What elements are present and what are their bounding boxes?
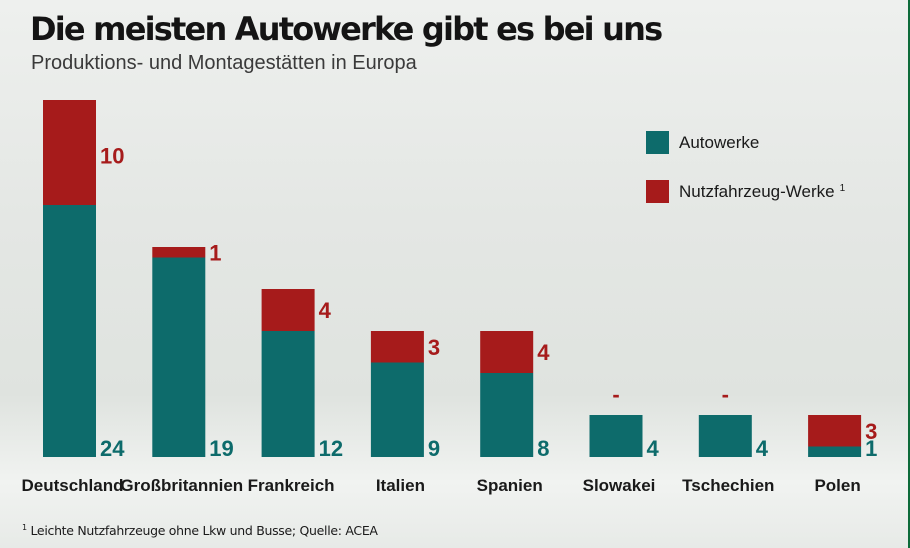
value-label-autowerke: 9: [428, 436, 440, 461]
bar-autowerke: [261, 331, 315, 457]
footnote-marker: 1: [22, 523, 27, 532]
value-label-nutzfahrzeug: 3: [428, 335, 440, 360]
value-label-nutzfahrzeug: 4: [319, 298, 332, 323]
category-label: Deutschland: [21, 476, 123, 495]
bar-nutzfahrzeug: [43, 100, 96, 205]
value-label-autowerke: 4: [756, 436, 769, 461]
category-label: Polen: [814, 476, 860, 495]
value-label-nutzfahrzeug: 3: [865, 419, 877, 444]
bar-nutzfahrzeug: [152, 247, 206, 258]
bar-autowerke: [152, 257, 206, 457]
bar-autowerke: [370, 362, 424, 457]
bar-autowerke: [808, 446, 862, 457]
value-label-autowerke: 19: [209, 436, 233, 461]
bars-layer: [43, 100, 862, 457]
value-label-nutzfahrzeug: 1: [209, 240, 221, 265]
value-label-nutzfahrzeug: -: [722, 382, 729, 407]
value-label-nutzfahrzeug: 4: [537, 340, 550, 365]
value-label-nutzfahrzeug: 10: [100, 144, 124, 169]
legend-label-nutzfahrzeug: Nutzfahrzeug-Werke 1: [679, 182, 846, 201]
category-label: Tschechien: [682, 476, 774, 495]
category-label: Italien: [376, 476, 425, 495]
bar-autowerke: [698, 415, 752, 457]
value-label-nutzfahrzeug: -: [612, 382, 619, 407]
footnote-text: Leichte Nutzfahrzeuge ohne Lkw und Busse…: [30, 523, 378, 539]
value-label-autowerke: 1: [865, 436, 877, 461]
bar-autowerke: [589, 415, 643, 457]
category-label: Slowakei: [583, 476, 656, 495]
value-label-autowerke: 8: [537, 436, 549, 461]
legend: Autowerke Nutzfahrzeug-Werke 1: [646, 131, 846, 203]
category-label: Spanien: [477, 476, 543, 495]
chart-title: Die meisten Autowerke gibt es bei uns: [30, 10, 663, 48]
bar-autowerke: [43, 205, 96, 457]
legend-label-autowerke: Autowerke: [679, 133, 759, 152]
value-label-autowerke: 12: [319, 436, 343, 461]
bar-nutzfahrzeug: [261, 289, 315, 331]
category-label: Großbritannien: [120, 476, 243, 495]
legend-footnote-marker: 1: [840, 183, 846, 194]
legend-swatch-autowerke: [646, 131, 669, 154]
footnote: 1 Leichte Nutzfahrzeuge ohne Lkw und Bus…: [22, 523, 378, 538]
bar-nutzfahrzeug: [370, 331, 424, 363]
bar-autowerke: [480, 373, 534, 457]
legend-label-nutzfahrzeug-text: Nutzfahrzeug-Werke: [679, 182, 835, 201]
chart-subtitle: Produktions- und Montagestätten in Europ…: [31, 52, 417, 74]
value-label-autowerke: 24: [100, 436, 125, 461]
bar-nutzfahrzeug: [808, 415, 862, 447]
category-label: Frankreich: [248, 476, 335, 495]
legend-swatch-nutzfahrzeug: [646, 180, 669, 203]
value-label-autowerke: 4: [647, 436, 660, 461]
bar-nutzfahrzeug: [480, 331, 534, 373]
